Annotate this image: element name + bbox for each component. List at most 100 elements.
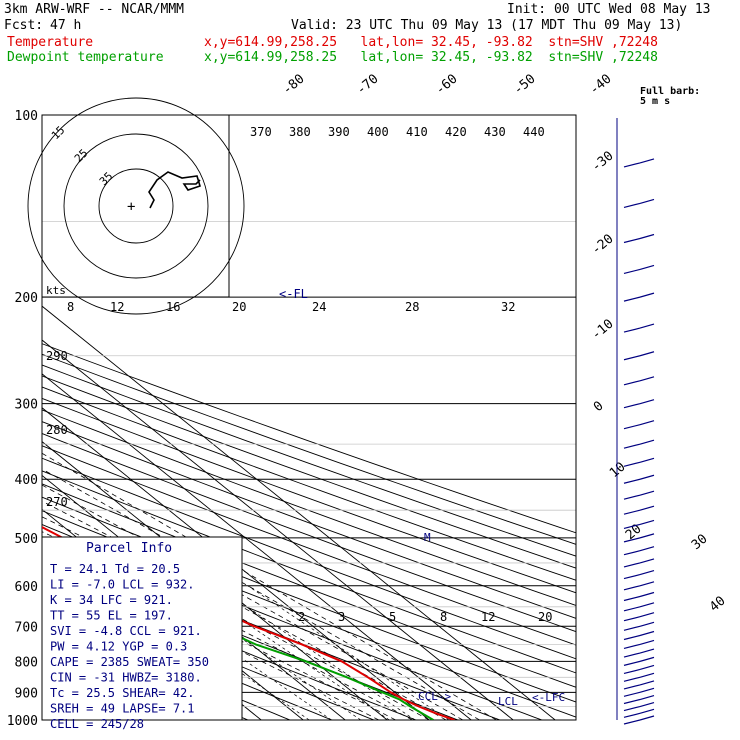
barb-legend-title: Full barb: — [640, 86, 700, 97]
isotherm-line — [42, 339, 514, 720]
dry-adiabat-line — [42, 433, 576, 633]
isotherm-tick-label: -40 — [587, 71, 615, 98]
wind-barb-staff — [639, 233, 655, 240]
dry-adiabat-line — [42, 457, 576, 660]
wind-barb-flag — [623, 684, 641, 690]
init-time: Init: 00 UTC Wed 08 May 13 — [507, 2, 711, 17]
pressure-tick-label: 200 — [15, 291, 38, 306]
wind-barb-staff — [639, 570, 655, 576]
wind-barb-staff — [639, 505, 655, 511]
wind-barb — [623, 630, 655, 641]
wind-barb-flag — [623, 327, 641, 333]
wind-barb — [623, 323, 655, 333]
isotherm-line — [42, 407, 430, 720]
wind-barb — [623, 672, 655, 682]
wind-barb — [623, 351, 655, 361]
wind-barb — [623, 648, 655, 658]
wind-barb — [623, 621, 655, 631]
wind-barb-staff — [639, 701, 655, 708]
wind-barb — [623, 591, 655, 602]
isotherm-tick-label: -80 — [280, 71, 308, 98]
wind-barb-staff — [639, 546, 655, 552]
wind-barb-flag — [623, 202, 641, 208]
wind-barb — [623, 639, 655, 649]
wind-barb-flag — [623, 296, 641, 302]
parcel-info-row: Tc = 25.5 SHEAR= 42. — [50, 686, 195, 700]
wind-barb-flag — [623, 237, 641, 244]
wind-barb-staff — [639, 639, 655, 645]
wind-barb-flag — [623, 523, 641, 529]
wind-barb — [623, 198, 655, 208]
wind-barb-flag — [623, 643, 641, 649]
wind-barb-staff — [639, 264, 655, 271]
wind-barb — [623, 715, 655, 725]
hodograph-ring — [98, 168, 174, 244]
dry-adiabat-line — [42, 582, 376, 720]
wind-barb — [623, 581, 655, 591]
mixing-ratio-label: 20 — [538, 610, 552, 624]
wind-barb-flag — [623, 380, 641, 386]
parcel-info-row: SREH = 49 LAPSE= 7.1 — [50, 702, 195, 716]
wind-barb-staff — [639, 198, 655, 204]
isotherm-tick-label: 10 — [607, 460, 629, 482]
dewpoint-station-info: x,y=614.99,258.25 lat,lon= 32.45, -93.82… — [204, 50, 658, 65]
wind-barb — [623, 474, 655, 484]
wind-barb — [623, 687, 655, 697]
pressure-tick-label: 700 — [15, 620, 38, 635]
wind-speed-tick-label: 20 — [232, 300, 246, 314]
isotherm-line — [42, 373, 472, 720]
parcel-info-title: Parcel Info — [86, 541, 172, 556]
wind-barb-staff — [639, 533, 655, 539]
wind-barb-flag — [623, 660, 641, 666]
wind-barb-flag — [623, 509, 641, 515]
isotherm-tick-label: -60 — [433, 71, 461, 98]
parcel-info-row: PW = 4.12 YGP = 0.3 — [50, 640, 187, 654]
wind-barb-staff — [639, 612, 655, 618]
forecast-label: Fcst: — [4, 18, 44, 33]
wind-barb — [623, 399, 655, 409]
wind-barb-staff — [639, 457, 655, 463]
wind-barb — [623, 158, 655, 168]
pressure-tick-label: 900 — [15, 686, 38, 701]
wind-barb — [623, 233, 655, 244]
wind-barb — [623, 519, 655, 529]
wind-barb-staff — [639, 519, 655, 525]
wind-barb-flag — [623, 550, 641, 556]
wind-barb-flag — [623, 562, 641, 568]
dewpoint-legend: Dewpoint temperature — [7, 50, 164, 65]
theta-tick-label: 370 — [250, 125, 272, 139]
parcel-info-panel — [41, 536, 243, 721]
theta-tick-label: 410 — [406, 125, 428, 139]
wind-barb-flag — [623, 705, 641, 712]
mixing-ratio-label: 3 — [338, 610, 345, 624]
parcel-info-box: Parcel Info T = 24.1 Td = 20.5 LI = -7.0 L… — [41, 536, 243, 731]
hodograph-center: + — [127, 199, 135, 215]
theta-tick-label: 290 — [46, 349, 68, 363]
dry-adiabat-line — [42, 483, 576, 688]
plot-frame — [41, 114, 577, 721]
wind-barb — [623, 292, 655, 302]
mixing-ratio-label: 2 — [298, 610, 305, 624]
wind-barb-staff — [639, 292, 655, 298]
moist-adiabat-line — [42, 468, 480, 720]
dry-adiabat-line — [42, 386, 576, 581]
dry-adiabat-line — [42, 397, 576, 594]
freezing-level-label: <-FL — [279, 287, 308, 301]
wind-barb-staff — [639, 558, 655, 564]
isotherm-line — [42, 441, 388, 720]
wind-speed-tick-label: 16 — [166, 300, 180, 314]
wind-barb-staff — [639, 656, 655, 662]
wind-barb-flag — [623, 606, 641, 612]
isotherm-tick-label: 0 — [591, 399, 607, 416]
theta-tick-label: 270 — [46, 495, 68, 509]
wind-barb-flag — [623, 652, 641, 658]
wind-barb — [623, 546, 655, 556]
hodograph-ring — [63, 133, 209, 279]
wind-barb — [623, 490, 655, 500]
wind-barb-staff — [639, 602, 655, 608]
wind-barb-staff — [639, 376, 655, 382]
wind-barb-staff — [639, 680, 655, 686]
dry-adiabat-line — [42, 445, 576, 646]
pressure-tick-label: 400 — [15, 473, 38, 488]
